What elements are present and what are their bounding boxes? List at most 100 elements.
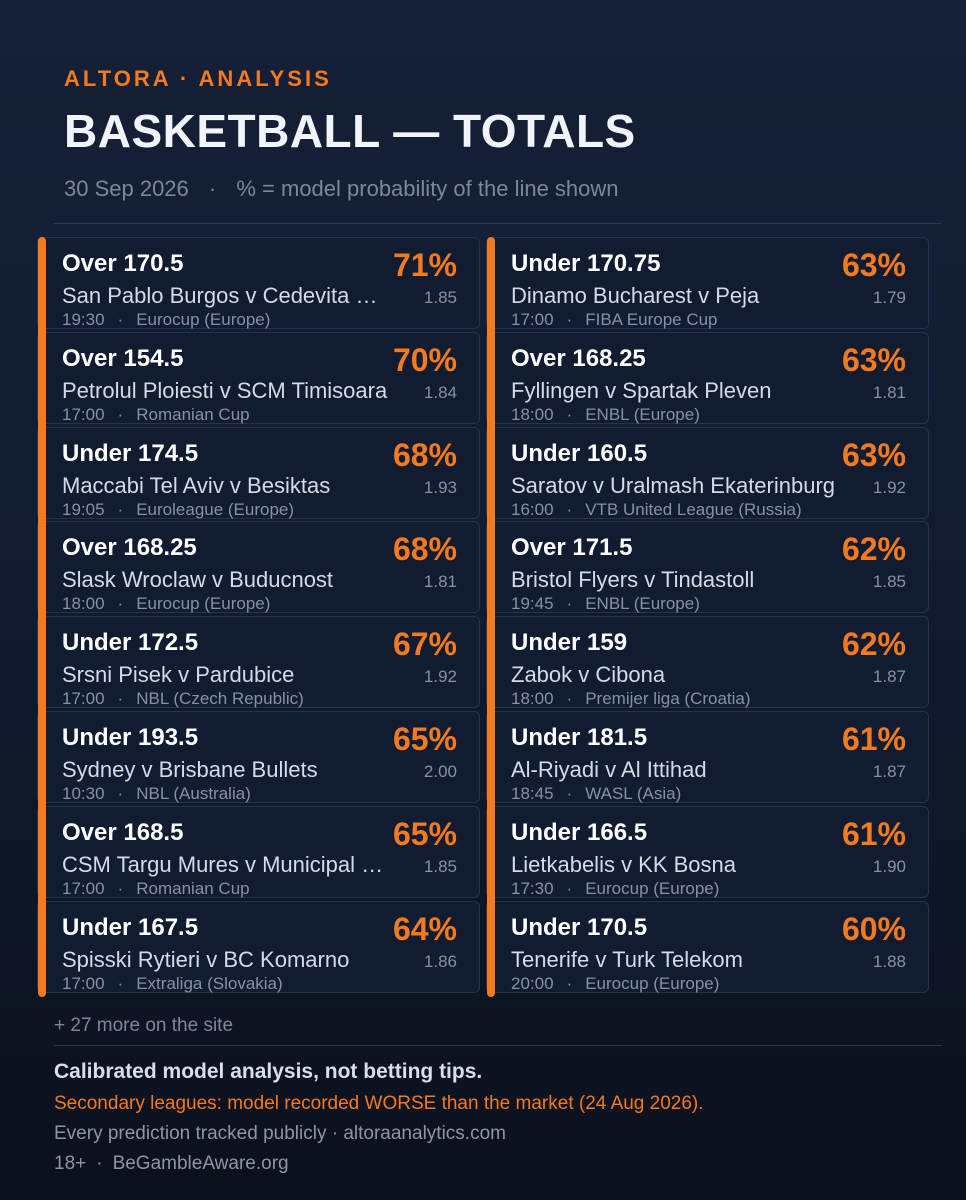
match-meta: 17:00 · NBL (Czech Republic): [62, 689, 304, 709]
pick-card[interactable]: Under 193.5 Sydney v Brisbane Bullets 10:3…: [37, 710, 480, 804]
pick-card[interactable]: Over 168.25 Slask Wroclaw v Buducnost 18:0…: [37, 521, 480, 614]
match-meta: 10:30 · NBL (Australia): [62, 784, 251, 804]
pick-line: Over 168.25: [511, 344, 646, 372]
age-label: 18+: [54, 1153, 87, 1174]
kickoff-time: 18:00: [62, 594, 105, 614]
pick-line: Over 168.25: [62, 534, 197, 562]
separator-dot: ·: [117, 878, 124, 898]
probability-value: 63%: [841, 341, 906, 378]
match-name: Sydney v Brisbane Bullets: [62, 756, 318, 782]
odds-value: 1.87: [872, 761, 906, 781]
pick-line: Under 170.5: [511, 913, 648, 941]
pick-card[interactable]: Under 170.5 Tenerife v Turk Telekom 20:00 ·…: [486, 900, 929, 994]
match-name: Zabok v Cibona: [511, 662, 666, 688]
probability-value: 65%: [392, 815, 457, 852]
probability-value: 65%: [392, 720, 457, 757]
pick-line: Under 193.5: [62, 723, 199, 751]
match-meta: 18:00 · ENBL (Europe): [511, 405, 700, 425]
separator-dot: ·: [117, 310, 124, 329]
right-column: Under 170.75 Dinamo Bucharest v Peja 17:00…: [486, 237, 929, 995]
probability-value: 62%: [841, 531, 906, 568]
separator-dot: ·: [96, 1153, 103, 1174]
odds-value: 1.85: [423, 288, 457, 307]
probability-value: 70%: [392, 341, 457, 378]
league-name: Premijer liga (Croatia): [585, 689, 751, 709]
probability-value: 61%: [841, 815, 906, 852]
pick-card[interactable]: Under 159 Zabok v Cibona 18:00 · Premijer li…: [486, 616, 929, 709]
odds-value: 1.92: [423, 667, 457, 687]
pick-card[interactable]: Over 168.5 CSM Targu Mures v Municipal … 1…: [37, 805, 480, 898]
probability-value: 60%: [841, 910, 906, 947]
match-name: Lietkabelis v KK Bosna: [511, 851, 737, 877]
pick-card[interactable]: Under 170.75 Dinamo Bucharest v Peja 17:00…: [486, 237, 929, 329]
match-name: Bristol Flyers v Tindastoll: [511, 567, 755, 593]
brand-label: ALTORA · ANALYSIS: [64, 66, 332, 91]
kickoff-time: 18:00: [511, 404, 554, 424]
odds-value: 1.85: [872, 572, 906, 592]
match-meta: 17:00 · Romanian Cup: [62, 405, 250, 425]
match-meta: 17:00 · Extraliga (Slovakia): [62, 974, 283, 994]
probability-value: 61%: [841, 720, 906, 757]
match-meta: 16:00 · VTB United League (Russia): [511, 500, 802, 520]
pick-card[interactable]: Over 170.5 San Pablo Burgos v Cedevita … 1…: [37, 237, 480, 329]
pick-card[interactable]: Over 168.25 Fyllingen v Spartak Pleven 18:…: [486, 331, 929, 425]
league-name: Eurocup (Europe): [585, 973, 720, 993]
pick-card[interactable]: Over 171.5 Bristol Flyers v Tindastoll 19:…: [486, 521, 929, 614]
pick-line: Under 159: [511, 629, 628, 657]
pick-card[interactable]: Under 172.5 Srsni Pisek v Pardubice 17:00 ·…: [37, 616, 480, 709]
kickoff-time: 10:30: [62, 783, 105, 803]
league-name: Euroleague (Europe): [136, 499, 295, 519]
separator-dot: ·: [566, 878, 573, 898]
separator-dot: ·: [566, 499, 573, 519]
match-meta: 17:00 · FIBA Europe Cup: [511, 310, 718, 330]
left-column: Over 170.5 San Pablo Burgos v Cedevita … 1…: [37, 237, 480, 995]
pick-line: Under 170.75: [511, 250, 661, 277]
separator-dot: ·: [566, 689, 573, 709]
pick-card[interactable]: Over 154.5 Petrolul Ploiesti v SCM Timiso…: [37, 331, 480, 425]
page-subtitle: 30 Sep 2026 · % = model probability of t…: [64, 176, 619, 202]
pick-line: Under 160.5: [511, 439, 648, 467]
match-meta: 18:00 · Eurocup (Europe): [62, 594, 270, 614]
league-name: NBL (Australia): [136, 783, 251, 803]
odds-value: 2.00: [423, 761, 457, 781]
odds-value: 1.88: [872, 951, 906, 971]
kickoff-time: 19:45: [511, 594, 554, 614]
separator-dot: ·: [566, 404, 573, 424]
odds-value: 1.79: [872, 288, 906, 307]
gamble-aware-link[interactable]: BeGambleAware.org: [112, 1153, 289, 1174]
kickoff-time: 20:00: [511, 973, 554, 993]
separator-dot: ·: [117, 404, 124, 424]
league-name: Extraliga (Slovakia): [136, 973, 283, 993]
league-name: Romanian Cup: [136, 878, 250, 898]
pick-card[interactable]: Under 181.5 Al-Riyadi v Al Ittihad 18:45 · W…: [486, 710, 929, 803]
separator-dot: ·: [208, 176, 217, 201]
match-name: Fyllingen v Spartak Pleven: [511, 377, 772, 403]
separator-dot: ·: [117, 499, 124, 519]
match-name: Slask Wroclaw v Buducnost: [62, 567, 334, 593]
date-label: 30 Sep 2026: [64, 176, 189, 201]
match-name: Petrolul Ploiesti v SCM Timisoara: [62, 377, 388, 403]
match-name: CSM Targu Mures v Municipal …: [62, 851, 384, 877]
league-name: ENBL (Europe): [585, 404, 700, 424]
match-meta: 17:30 · Eurocup (Europe): [511, 879, 719, 899]
pick-line: Under 167.5: [62, 913, 199, 941]
match-name: Dinamo Bucharest v Peja: [511, 283, 760, 308]
match-meta: 18:00 · Premijer liga (Croatia): [511, 689, 751, 709]
league-name: VTB United League (Russia): [585, 499, 802, 519]
pick-card[interactable]: Under 174.5 Maccabi Tel Aviv v Besiktas 19…: [37, 426, 480, 519]
separator-dot: ·: [117, 594, 124, 614]
pick-card[interactable]: Under 167.5 Spisski Rytieri v BC Komarno 1…: [37, 900, 480, 994]
pick-card[interactable]: Under 160.5 Saratov v Uralmash Ekaterinbu…: [486, 426, 929, 520]
more-link[interactable]: + 27 more on the site: [54, 1015, 234, 1036]
probability-value: 62%: [841, 626, 906, 663]
match-meta: 20:00 · Eurocup (Europe): [511, 974, 719, 994]
odds-value: 1.84: [423, 382, 457, 402]
match-name: Srsni Pisek v Pardubice: [62, 662, 295, 688]
separator-dot: ·: [566, 594, 573, 614]
probability-value: 63%: [841, 436, 906, 473]
probability-value: 68%: [392, 531, 457, 568]
odds-value: 1.93: [423, 477, 457, 497]
responsible-gambling: 18+ · BeGambleAware.org: [54, 1153, 289, 1175]
page-title: BASKETBALL — TOTALS: [64, 105, 636, 157]
pick-card[interactable]: Under 166.5 Lietkabelis v KK Bosna 17:30 · E…: [486, 805, 929, 899]
